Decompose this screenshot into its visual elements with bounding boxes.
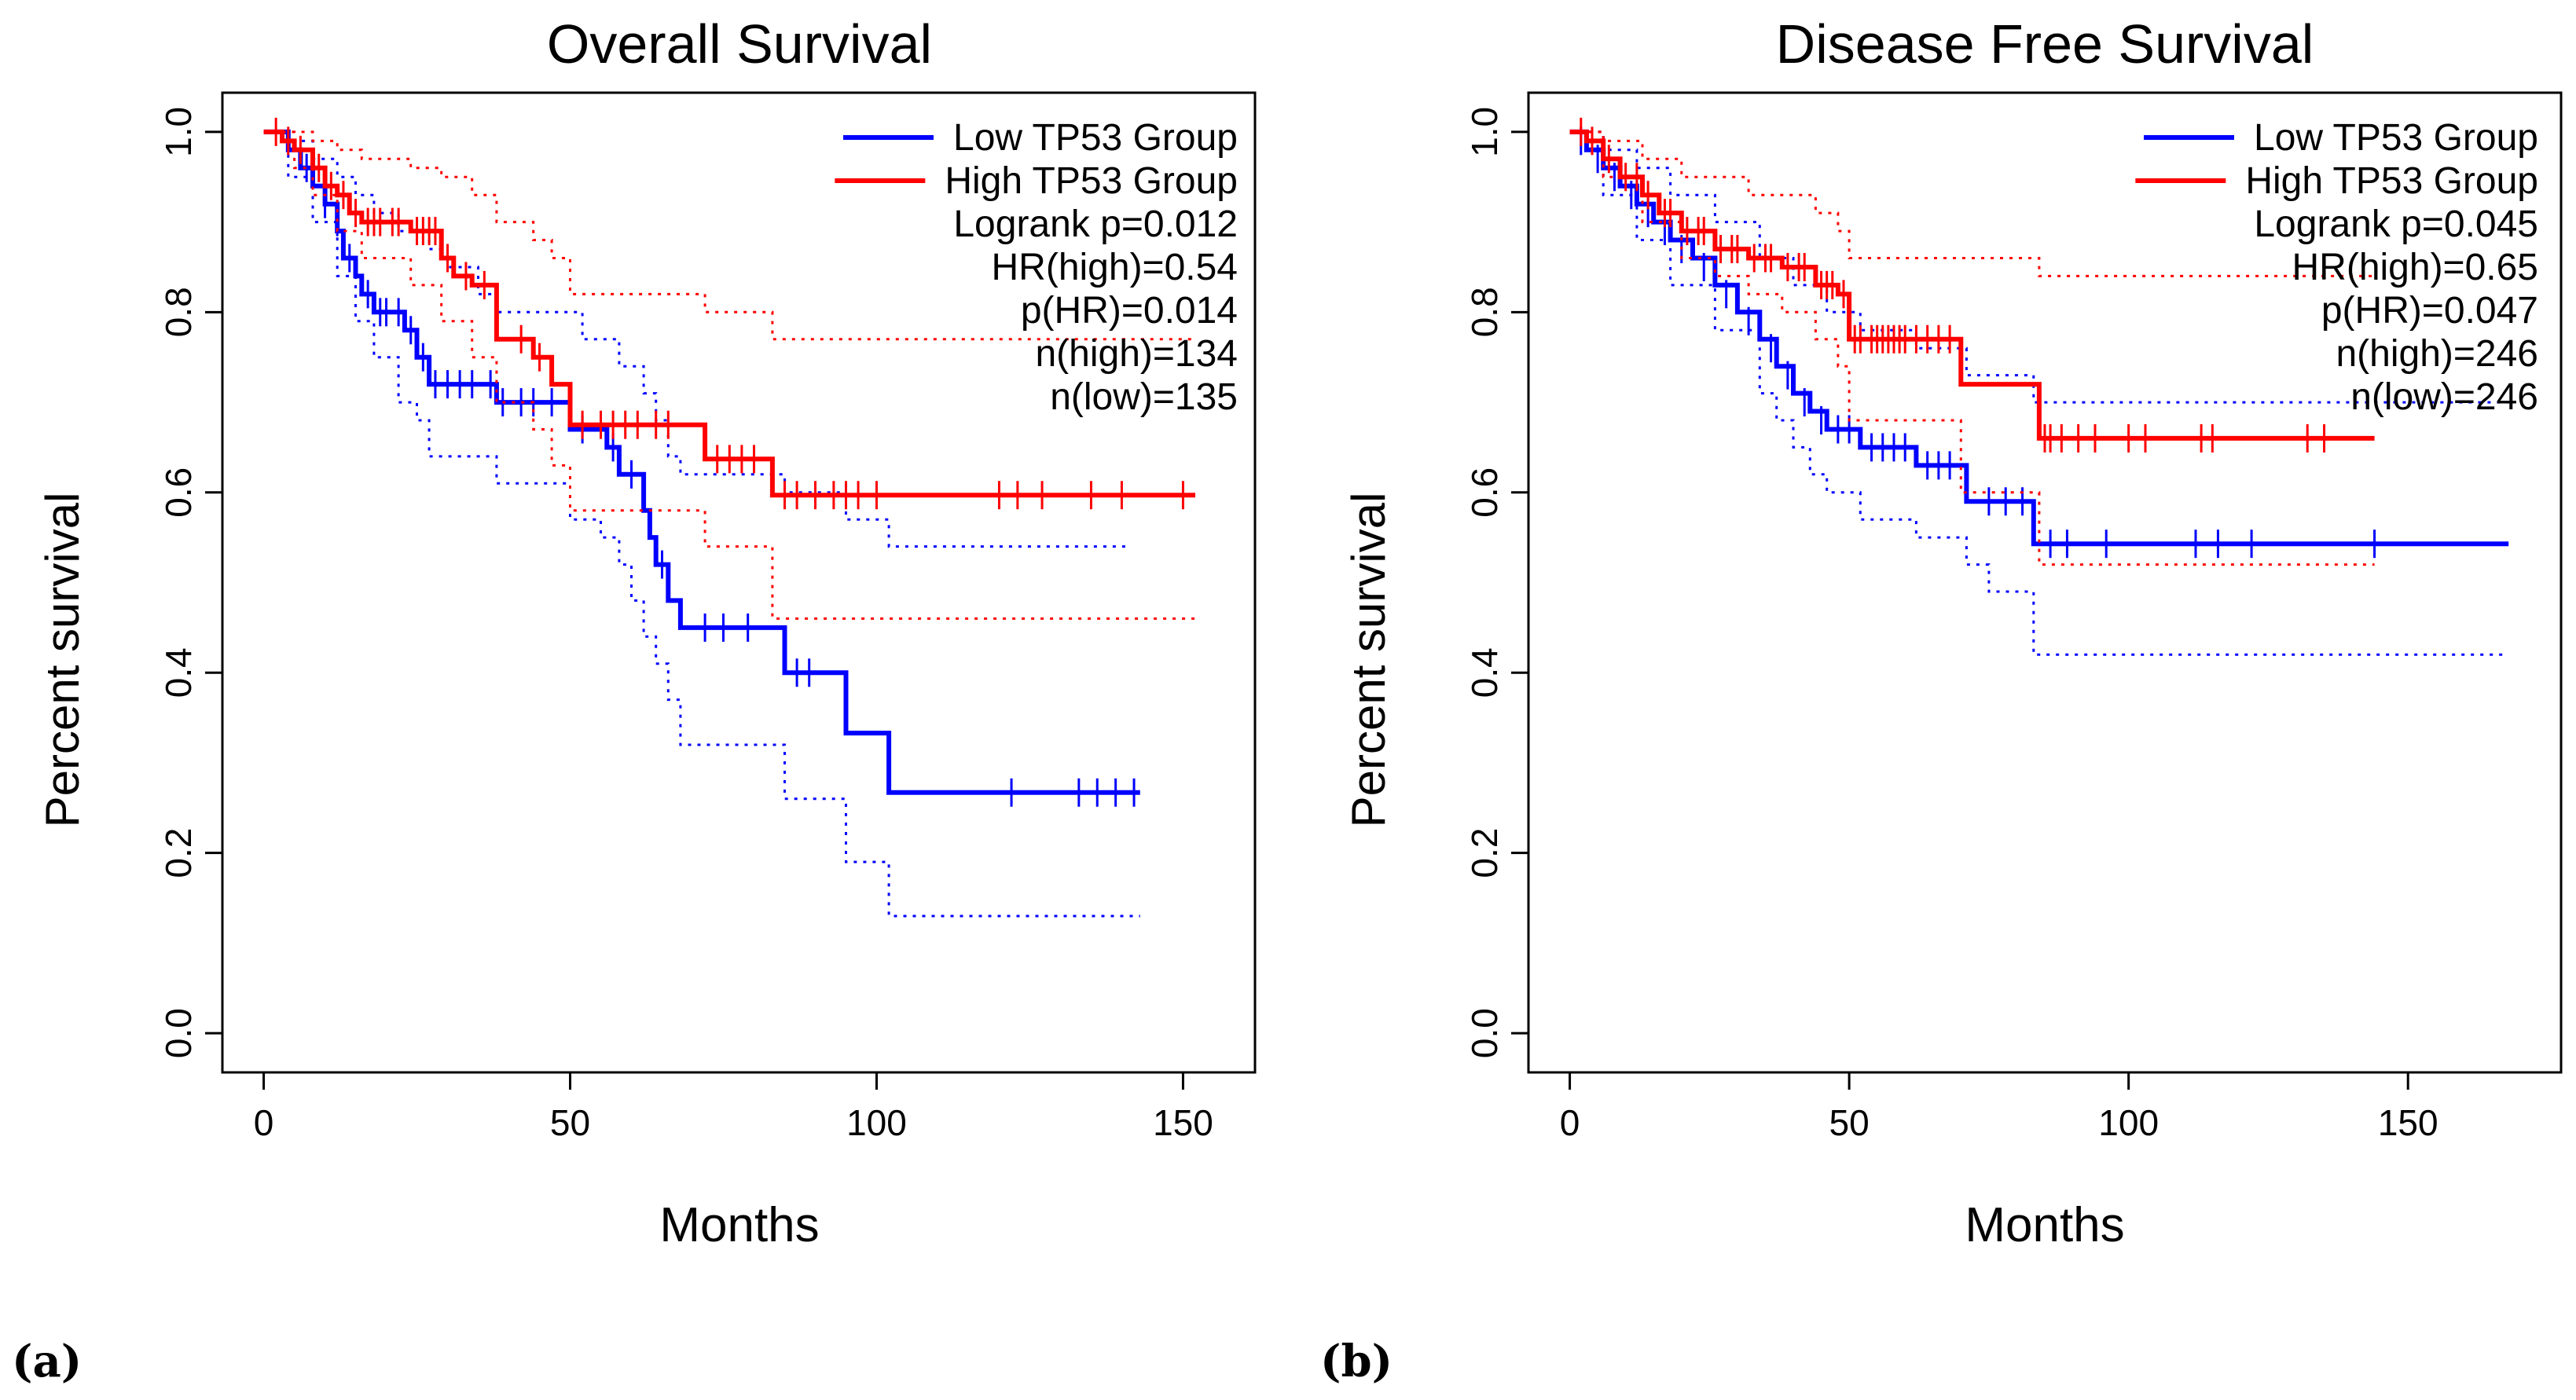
chart-title: Overall Survival xyxy=(547,13,932,75)
ci-upper-high-tp53-group xyxy=(263,130,1195,341)
y-tick-label: 0.2 xyxy=(158,828,199,878)
y-tick-label: 0.2 xyxy=(1464,828,1505,878)
legend-stat: p(HR)=0.047 xyxy=(2321,290,2538,332)
survival-line-high-tp53-group xyxy=(263,129,1195,498)
legend-stat: p(HR)=0.014 xyxy=(1021,290,1238,332)
y-tick-label: 0.0 xyxy=(1464,1008,1505,1058)
x-tick-label: 150 xyxy=(2378,1102,2438,1143)
legend-label-high-tp53-group: High TP53 Group xyxy=(945,160,1238,202)
plot-frame xyxy=(1527,91,2563,1074)
legend-label-high-tp53-group: High TP53 Group xyxy=(2245,160,2538,202)
panel-label: (a) xyxy=(12,1336,82,1387)
y-tick-label: 0.6 xyxy=(1464,467,1505,518)
plot-area: 0 50 100 150 0.0 0.2 0.4 0.6 0.8 1.0 Low TP53 Grou… xyxy=(158,91,1257,1143)
legend-label-low-tp53-group: Low TP53 Group xyxy=(2254,117,2538,159)
legend-label-low-tp53-group: Low TP53 Group xyxy=(953,117,1238,159)
x-tick-label: 50 xyxy=(550,1102,590,1143)
x-tick-label: 0 xyxy=(1560,1102,1580,1143)
chart-title: Disease Free Survival xyxy=(1776,13,2314,75)
y-axis-label: Percent survival xyxy=(1342,493,1395,828)
plot-area: 0 50 100 150 0.0 0.2 0.4 0.6 0.8 1.0 Low TP53 Grou… xyxy=(1464,91,2563,1143)
legend-stat: HR(high)=0.65 xyxy=(2292,247,2539,288)
y-tick-label: 1.0 xyxy=(158,107,199,157)
y-tick-label: 0.8 xyxy=(158,287,199,337)
y-tick-label: 1.0 xyxy=(1464,107,1505,157)
legend-stat: Logrank p=0.045 xyxy=(2254,203,2538,245)
y-tick-label: 0.8 xyxy=(1464,287,1505,337)
x-tick-label: 0 xyxy=(254,1102,274,1143)
legend-stat: n(low)=246 xyxy=(2350,376,2538,418)
y-tick-label: 0.0 xyxy=(158,1008,199,1058)
x-tick-label: 150 xyxy=(1153,1102,1213,1143)
panel-disease-free-survival: Disease Free Survival Percent survival M… xyxy=(1320,13,2563,1387)
panel-label: (b) xyxy=(1320,1336,1393,1387)
y-tick-label: 0.4 xyxy=(158,647,199,698)
legend-stat: n(low)=135 xyxy=(1050,376,1238,418)
y-tick-label: 0.4 xyxy=(1464,647,1505,698)
ci-lower-low-tp53-group xyxy=(1569,130,2509,656)
legend-stat: HR(high)=0.54 xyxy=(992,247,1238,288)
plot-frame xyxy=(221,91,1257,1074)
x-axis-label: Months xyxy=(659,1198,819,1252)
panel-overall-survival: Overall Survival Percent survival Months… xyxy=(12,13,1257,1387)
legend-stat: n(high)=246 xyxy=(2336,333,2538,375)
ci-lower-high-tp53-group xyxy=(263,130,1195,620)
x-tick-label: 100 xyxy=(846,1102,907,1143)
legend-stat: n(high)=134 xyxy=(1035,333,1238,375)
x-tick-label: 50 xyxy=(1829,1102,1870,1143)
ci-upper-low-tp53-group xyxy=(263,130,1128,548)
x-axis-label: Months xyxy=(1965,1198,2124,1252)
legend-stat: Logrank p=0.012 xyxy=(953,203,1238,245)
x-tick-label: 100 xyxy=(2098,1102,2159,1143)
survival-line-low-tp53-group xyxy=(263,129,1140,795)
y-axis-label: Percent survival xyxy=(36,493,89,828)
y-tick-label: 0.6 xyxy=(158,467,199,518)
